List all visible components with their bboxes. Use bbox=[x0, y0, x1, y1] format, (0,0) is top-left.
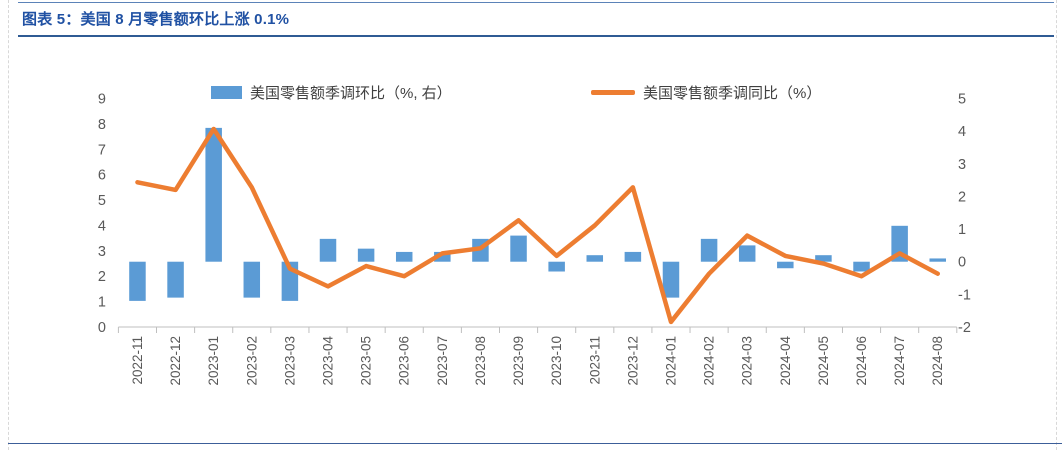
bar-2023-05 bbox=[357, 248, 375, 262]
x-axis-category-label: 2023-10 bbox=[549, 336, 564, 386]
left-axis-tick-label: 5 bbox=[98, 193, 106, 209]
bar-2023-10 bbox=[548, 261, 565, 272]
bar-2023-11 bbox=[586, 255, 604, 262]
x-axis-category-label: 2023-01 bbox=[206, 336, 221, 386]
x-axis-category-label: 2023-03 bbox=[282, 336, 297, 386]
x-axis-category-label: 2023-02 bbox=[244, 336, 259, 386]
legend-item-yoy: 美国零售额季调同比（%） bbox=[591, 83, 822, 102]
figure-bottom-rule bbox=[8, 443, 1062, 444]
legend-item-mom: 美国零售额季调环比（%, 右） bbox=[211, 83, 452, 102]
left-axis-tick-label: 6 bbox=[98, 168, 106, 184]
x-axis-category-label: 2024-06 bbox=[854, 336, 869, 386]
x-axis-category-label: 2024-01 bbox=[663, 336, 678, 386]
bar-2024-03 bbox=[738, 245, 756, 262]
x-axis-category-label: 2024-05 bbox=[816, 336, 831, 386]
right-axis-tick-label: -2 bbox=[958, 320, 971, 336]
bar-2023-07 bbox=[434, 251, 451, 262]
bar-2024-04 bbox=[777, 261, 794, 269]
right-axis-tick-label: 2 bbox=[958, 189, 966, 205]
right-axis-tick-label: 4 bbox=[958, 124, 966, 140]
x-axis-category-label: 2023-06 bbox=[397, 336, 412, 386]
x-axis-category-label: 2023-09 bbox=[511, 336, 526, 386]
x-axis-category-label: 2024-02 bbox=[702, 336, 717, 386]
x-axis-category-label: 2022-12 bbox=[168, 336, 183, 386]
x-axis-category-label: 2023-04 bbox=[321, 336, 336, 386]
left-axis-tick-label: 7 bbox=[98, 142, 106, 158]
bar-2023-09 bbox=[510, 235, 527, 262]
bar-2024-02 bbox=[700, 238, 718, 262]
x-axis-category-label: 2023-05 bbox=[359, 336, 374, 386]
bar-2024-08 bbox=[929, 258, 946, 262]
left-axis-tick-label: 8 bbox=[98, 117, 106, 133]
bar-2023-04 bbox=[319, 238, 337, 262]
x-axis-category-label: 2023-11 bbox=[587, 336, 602, 385]
line-legend-label: 美国零售额季调同比（%） bbox=[643, 84, 822, 102]
right-axis-tick-label: 1 bbox=[958, 222, 966, 238]
line-legend-swatch bbox=[591, 89, 635, 95]
bar-2024-07 bbox=[891, 225, 908, 262]
bar-2024-05 bbox=[815, 255, 832, 262]
yoy-line bbox=[135, 126, 940, 325]
right-axis-tick-label: 5 bbox=[958, 92, 966, 108]
bar-2022-12 bbox=[167, 261, 184, 298]
bar-2022-11 bbox=[129, 261, 146, 301]
x-axis-category-label: 2024-03 bbox=[740, 336, 755, 386]
x-axis-category-label: 2022-11 bbox=[130, 336, 145, 385]
left-axis-tick-label: 9 bbox=[98, 92, 106, 108]
x-axis-category-label: 2024-07 bbox=[892, 336, 907, 386]
bar-2023-12 bbox=[624, 251, 642, 262]
right-axis-tick-label: 0 bbox=[958, 255, 966, 271]
x-axis-category-label: 2024-04 bbox=[778, 336, 793, 386]
bar-2023-06 bbox=[395, 251, 413, 262]
bar-2023-02 bbox=[243, 261, 261, 298]
x-axis-category-label: 2024-08 bbox=[930, 336, 945, 386]
bar-2024-06 bbox=[853, 261, 870, 272]
bar-legend-label: 美国零售额季调环比（%, 右） bbox=[250, 84, 452, 102]
left-axis-tick-label: 2 bbox=[98, 269, 106, 285]
figure-title: 图表 5：美国 8 月零售额环比上涨 0.1% bbox=[18, 2, 1054, 37]
right-margin-guide bbox=[1056, 0, 1057, 450]
x-axis-category-label: 2023-08 bbox=[473, 336, 488, 386]
right-axis-tick-label: -1 bbox=[958, 287, 971, 303]
bar-2024-01 bbox=[662, 261, 680, 298]
left-margin-guide bbox=[8, 0, 9, 450]
x-axis-category-label: 2023-12 bbox=[625, 336, 640, 386]
bar-legend-swatch bbox=[211, 85, 242, 99]
left-axis-tick-label: 4 bbox=[98, 218, 106, 234]
left-axis-tick-label: 1 bbox=[98, 295, 106, 311]
bar-2023-01 bbox=[205, 127, 222, 262]
left-axis-tick-label: 0 bbox=[98, 320, 106, 336]
left-axis-tick-label: 3 bbox=[98, 244, 106, 260]
right-axis-tick-label: 3 bbox=[958, 157, 966, 173]
x-axis-category-label: 2023-07 bbox=[435, 336, 450, 386]
